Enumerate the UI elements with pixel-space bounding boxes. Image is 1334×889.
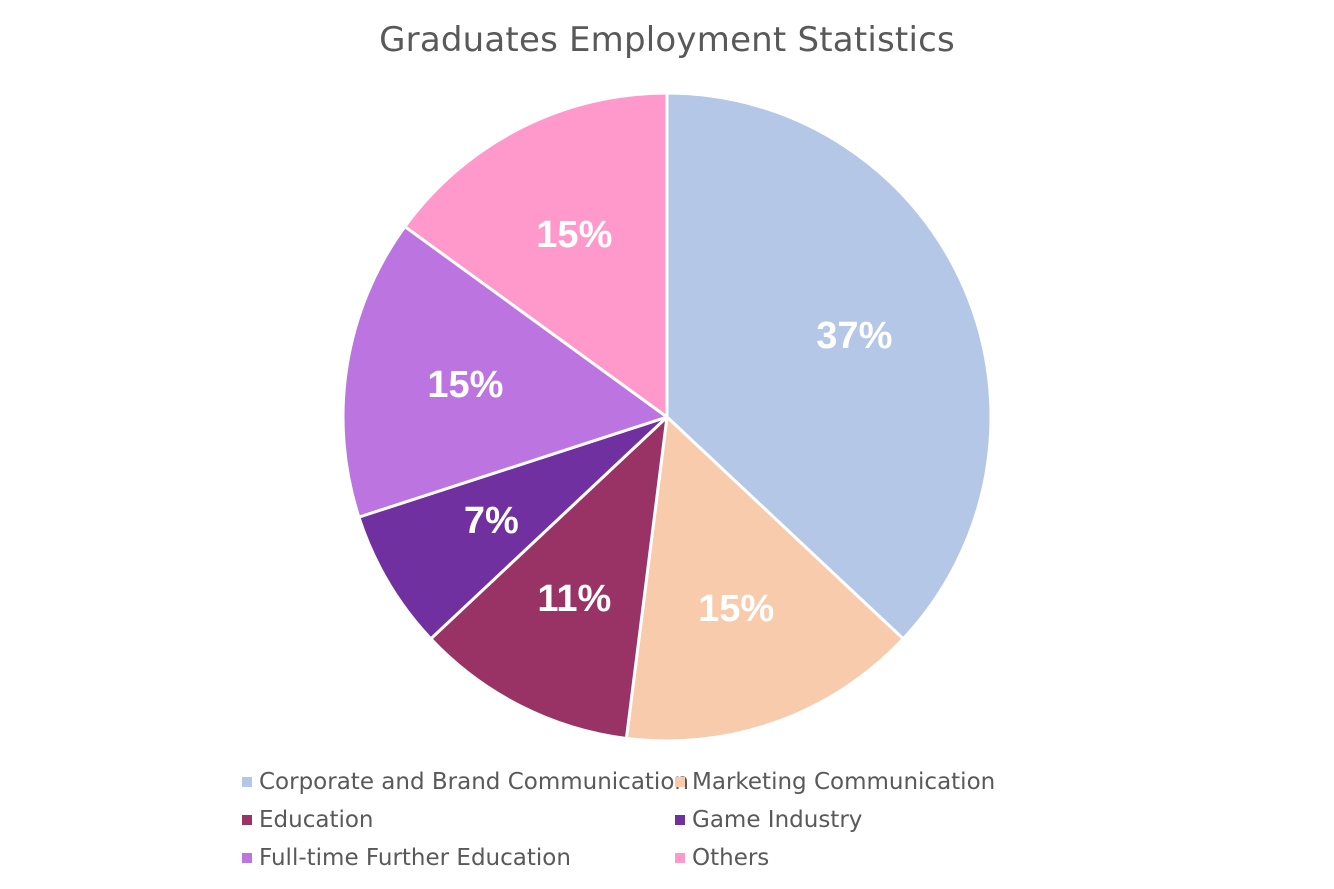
legend-item-marketing-communication: Marketing Communication bbox=[675, 767, 1015, 797]
legend-label: Others bbox=[692, 845, 770, 871]
legend-label: Corporate and Brand Communication bbox=[259, 769, 689, 795]
pie-value-label-education: 11% bbox=[537, 578, 611, 620]
pie-slice-full-time-further-education bbox=[341, 225, 669, 519]
pie-slice-education bbox=[429, 415, 669, 740]
legend-swatch bbox=[242, 853, 252, 863]
pie-slice-corporate-and-brand-communication bbox=[665, 91, 993, 641]
pie-value-label-game-industry: 7% bbox=[464, 500, 519, 542]
pie-value-label-full-time-further-education: 15% bbox=[427, 364, 503, 406]
legend-swatch bbox=[675, 815, 685, 825]
legend-item-full-time-further-education: Full-time Further Education bbox=[242, 843, 675, 873]
legend-label: Full-time Further Education bbox=[259, 845, 571, 871]
legend-swatch bbox=[242, 815, 252, 825]
pie-slice-marketing-communication bbox=[624, 415, 905, 743]
legend-label: Game Industry bbox=[692, 807, 863, 833]
legend-label: Marketing Communication bbox=[692, 769, 996, 795]
pie-value-label-others: 15% bbox=[536, 214, 612, 256]
chart-legend: Corporate and Brand Communication Marketi… bbox=[242, 767, 1022, 873]
pie-value-label-corporate-and-brand-communication: 37% bbox=[816, 315, 892, 357]
pie-value-label-marketing-communication: 15% bbox=[698, 588, 774, 630]
legend-swatch bbox=[242, 777, 252, 787]
pie-slice-game-industry bbox=[357, 415, 669, 641]
legend-item-game-industry: Game Industry bbox=[675, 805, 1015, 835]
legend-swatch bbox=[675, 853, 685, 863]
pie-slices bbox=[341, 91, 993, 743]
legend-item-others: Others bbox=[675, 843, 1015, 873]
legend-item-education: Education bbox=[242, 805, 675, 835]
chart-title: Graduates Employment Statistics bbox=[379, 20, 955, 60]
legend-label: Education bbox=[259, 807, 374, 833]
legend-item-corporate-and-brand-communication: Corporate and Brand Communication bbox=[242, 767, 689, 797]
pie-slice-others bbox=[403, 91, 669, 419]
legend-swatch bbox=[675, 777, 685, 787]
pie-value-labels: 37% 15% 11% 7% 15% 15% bbox=[427, 214, 892, 630]
